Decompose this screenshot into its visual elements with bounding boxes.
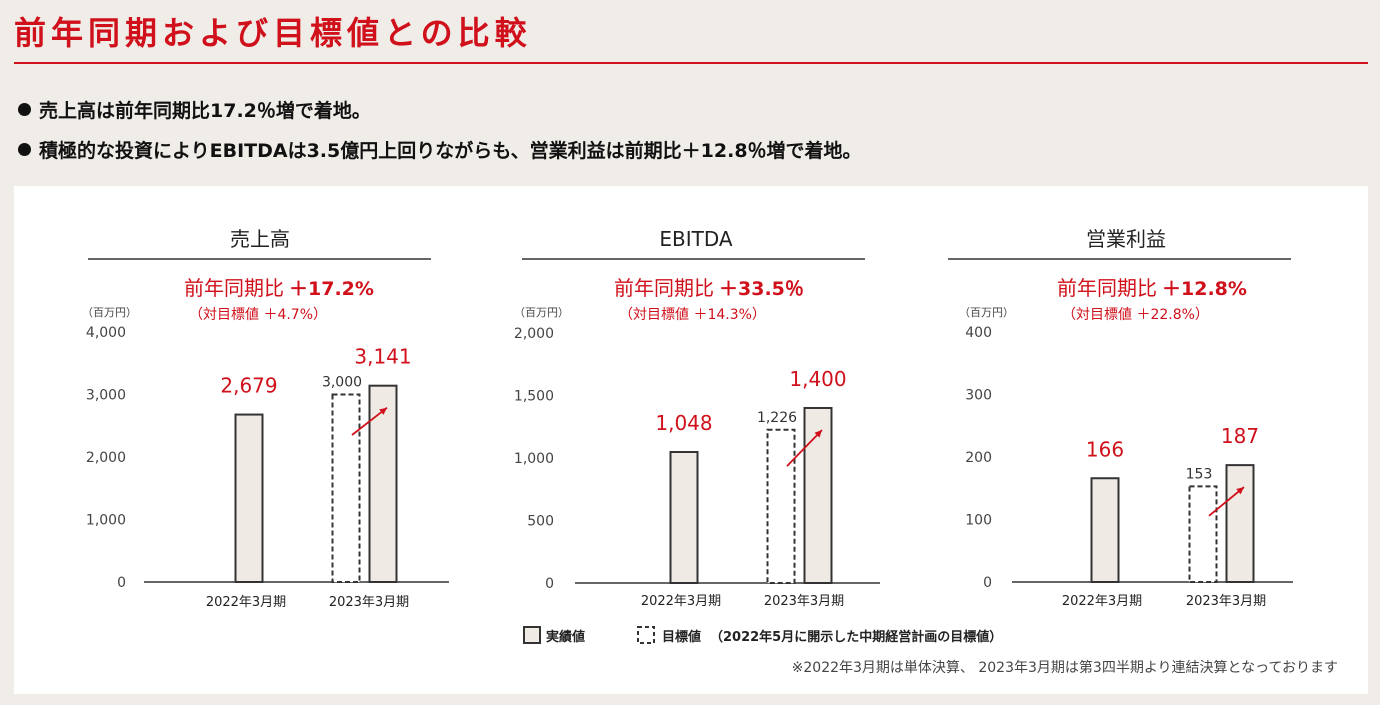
target-value-label: 3,000	[322, 375, 362, 391]
actual-bar	[1090, 477, 1120, 583]
actual-bar	[803, 407, 833, 584]
y-tick-label: 200	[965, 450, 992, 466]
y-tick-label: 0	[117, 575, 126, 591]
target-bar	[766, 428, 796, 584]
legend-target-swatch-icon	[637, 626, 655, 644]
bullet-dot-icon	[18, 143, 31, 156]
x-tick-label: 2023年3月期	[329, 595, 409, 610]
target-value-label: 1,226	[757, 410, 797, 426]
target-note: （対目標値 ＋22.8%）	[1062, 307, 1209, 323]
chart-panel: 売上高 前年同期比 ＋17.2% （対目標値 ＋4.7%） （百万円） 4,000 3,00…	[14, 186, 1368, 694]
actual-value-label: 166	[1086, 437, 1124, 461]
x-tick-label: 2022年3月期	[1062, 594, 1142, 609]
actual-value-label: 2,679	[220, 374, 277, 398]
y-tick-label: 2,000	[514, 326, 554, 342]
growth-arrow	[786, 429, 823, 467]
growth-arrow	[1208, 486, 1245, 517]
growth-arrow-head-icon	[379, 407, 387, 415]
actual-bar	[368, 384, 398, 583]
bullet-dot-icon	[18, 103, 31, 116]
yoy-value: ＋12.8%	[1162, 278, 1247, 300]
chart-title: 営業利益	[1086, 227, 1166, 251]
legend-target-note: （2022年5月に開示した中期経営計画の目標値）	[710, 629, 1002, 645]
actual-value-label: 1,048	[655, 411, 712, 435]
y-tick-label: 0	[983, 575, 992, 591]
y-unit-label: （百万円）	[82, 306, 137, 319]
chart-title: 売上高	[230, 227, 290, 251]
growth-arrow-head-icon	[1236, 487, 1244, 495]
x-tick-label: 2022年3月期	[206, 595, 286, 610]
legend-actual-label: 実績値	[546, 629, 585, 645]
bullet-item: 売上高は前年同期比17.2％増で着地。	[18, 96, 371, 123]
y-tick-label: 4,000	[86, 325, 126, 341]
y-unit-label: （百万円）	[514, 306, 569, 319]
yoy-label: 前年同期比	[614, 276, 714, 300]
title-underline	[14, 62, 1368, 64]
actual-bar	[1225, 464, 1255, 583]
x-tick-label: 2023年3月期	[1186, 594, 1266, 609]
yoy-value: ＋17.2%	[289, 278, 374, 300]
growth-arrow	[351, 406, 388, 436]
target-bar	[331, 393, 361, 583]
legend-actual-swatch-icon	[523, 626, 541, 644]
actual-bar	[669, 451, 699, 584]
y-tick-label: 100	[965, 513, 992, 529]
target-note: （対目標値 ＋14.3%）	[619, 307, 766, 323]
y-tick-label: 1,500	[514, 389, 554, 405]
y-tick-label: 2,000	[86, 450, 126, 466]
y-tick-label: 1,000	[86, 513, 126, 529]
y-tick-label: 1,000	[514, 451, 554, 467]
actual-value-label: 187	[1221, 424, 1259, 448]
y-tick-label: 300	[965, 388, 992, 404]
chart-title: EBITDA	[659, 227, 733, 251]
bullet-item: 積極的な投資によりEBITDAは3.5億円上回りながらも、営業利益は前期比＋12…	[18, 136, 862, 163]
actual-value-label: 1,400	[789, 367, 846, 391]
y-tick-label: 0	[545, 576, 554, 592]
y-tick-label: 500	[527, 514, 554, 530]
y-tick-label: 400	[965, 325, 992, 341]
bullet-text: 売上高は前年同期比17.2％増で着地。	[39, 100, 371, 122]
target-bar	[1188, 485, 1218, 583]
actual-bar	[234, 413, 264, 583]
yoy-value: ＋33.5％	[719, 278, 804, 300]
target-value-label: 153	[1186, 466, 1213, 482]
legend-target-label: 目標値	[662, 629, 701, 645]
x-tick-label: 2022年3月期	[641, 594, 721, 609]
yoy-label: 前年同期比	[184, 276, 284, 300]
target-note: （対目標値 ＋4.7%）	[189, 307, 327, 323]
yoy-label: 前年同期比	[1057, 276, 1157, 300]
growth-arrow-head-icon	[814, 430, 822, 438]
bullet-text: 積極的な投資によりEBITDAは3.5億円上回りながらも、営業利益は前期比＋12…	[39, 140, 862, 162]
page-title: 前年同期および目標値との比較	[14, 14, 532, 52]
y-unit-label: （百万円）	[959, 306, 1014, 319]
footnote: ※2022年3月期は単体決算、 2023年3月期は第3四半期より連結決算となって…	[791, 660, 1338, 676]
y-tick-label: 3,000	[86, 388, 126, 404]
x-tick-label: 2023年3月期	[764, 594, 844, 609]
actual-value-label: 3,141	[354, 345, 411, 369]
